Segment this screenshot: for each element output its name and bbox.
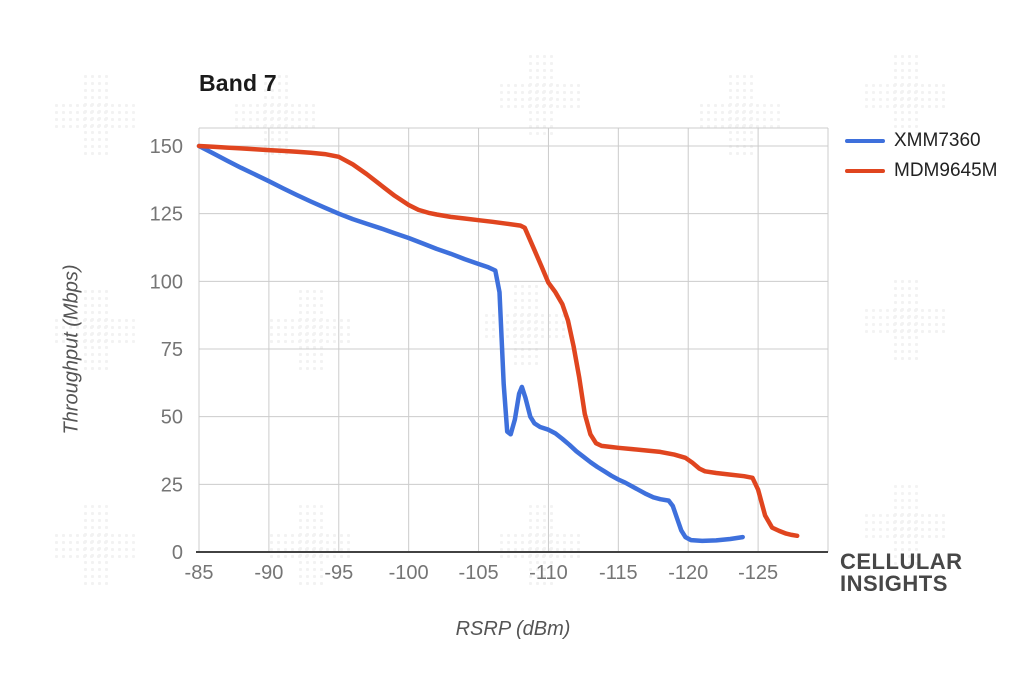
- y-tick-label: 150: [150, 136, 183, 158]
- x-tick-label: -125: [738, 562, 778, 584]
- series-line-mdm9645m: [196, 143, 800, 539]
- x-tick-label: -90: [254, 562, 283, 584]
- chart-title: Band 7: [199, 70, 277, 96]
- y-tick-label: 125: [150, 204, 183, 226]
- x-tick-label: -85: [185, 562, 214, 584]
- legend-line-swatch: [845, 168, 885, 174]
- legend-label: MDM9645M: [894, 160, 998, 181]
- x-tick-label: -110: [529, 562, 568, 584]
- y-tick-label: 75: [161, 339, 183, 361]
- legend: XMM7360 MDM9645M: [845, 130, 997, 190]
- x-tick-label: -100: [389, 562, 429, 584]
- y-tick-label: 50: [161, 407, 183, 429]
- brand-line-2: INSIGHTS: [840, 571, 948, 596]
- brand-logo: CELLULAR INSIGHTS: [840, 551, 963, 595]
- x-tick-label: -105: [459, 562, 499, 584]
- y-tick-label: 25: [161, 474, 183, 496]
- x-tick-label: -120: [668, 562, 708, 584]
- legend-line-swatch: [845, 138, 885, 144]
- y-tick-label: 100: [150, 271, 183, 293]
- legend-item: MDM9645M: [845, 160, 997, 182]
- legend-label: XMM7360: [894, 130, 981, 151]
- x-tick-label: -115: [599, 562, 638, 584]
- brand-line-1: CELLULAR: [840, 549, 963, 574]
- series-line-xmm7360: [196, 143, 745, 544]
- y-tick-label: 0: [172, 542, 183, 564]
- legend-item: XMM7360: [845, 130, 997, 152]
- x-axis-title: RSRP (dBm): [455, 618, 571, 640]
- x-tick-label: -95: [324, 562, 353, 584]
